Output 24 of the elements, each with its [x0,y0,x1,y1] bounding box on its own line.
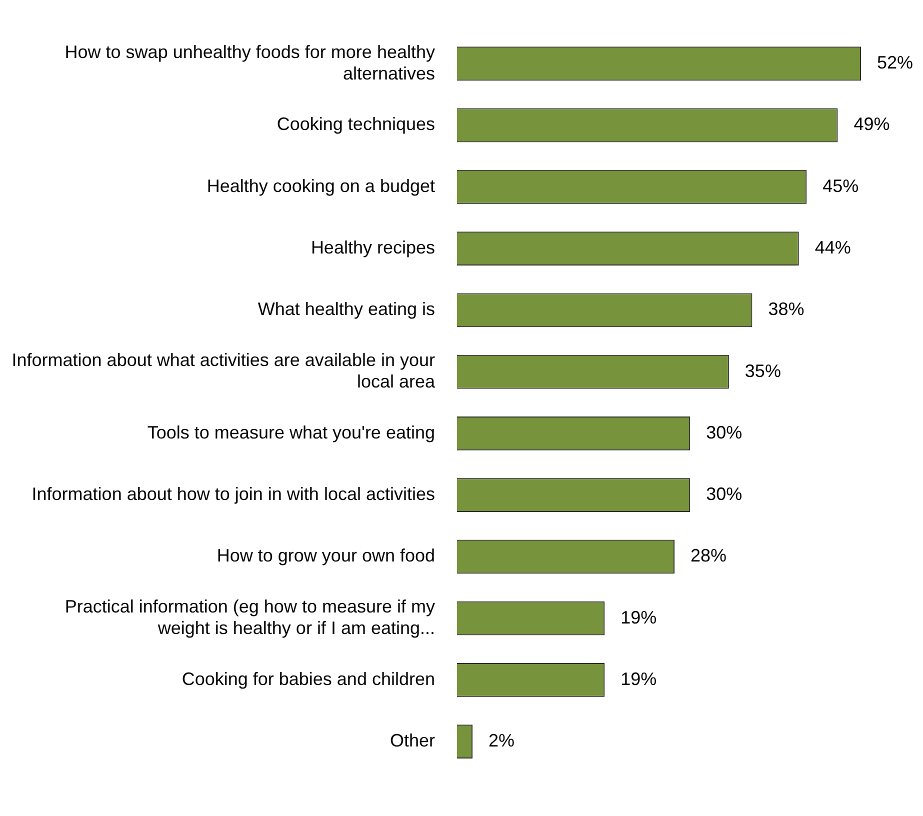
data-label: 30% [706,484,742,504]
data-label: 30% [706,422,742,442]
y-tick-label: Tools to measure what you're eating [147,422,435,442]
data-label: 19% [620,668,657,689]
y-tick-label: Healthy recipes [310,237,435,258]
y-tick-label: What healthy eating is [258,299,435,320]
data-label: 49% [854,114,890,134]
y-tick-label: How to grow your own food [216,546,435,566]
data-label: 35% [744,360,781,381]
data-label: 28% [690,546,727,566]
y-tick-label: Information about what activities are available in your local area [12,350,436,392]
y-tick-label: Practical information (eg how to measure if my weight is healthy or if I am eating... [64,596,435,638]
data-label: 19% [620,607,657,628]
y-tick-label: Healthy cooking on a budget [206,176,435,196]
y-tick-label: How to swap unhealthy foods for more healthy alternatives [64,42,435,84]
y-tick-label: Cooking for babies and children [182,668,435,689]
data-label: 52% [877,52,914,73]
data-label: 44% [814,237,851,258]
y-tick-label: Information about how to join in with local activities [32,484,435,504]
y-tick-label: Other [390,730,435,751]
data-label: 2% [488,730,515,751]
y-tick-label: Cooking techniques [276,114,435,134]
data-label: 45% [822,176,859,196]
data-label: 38% [768,299,804,320]
